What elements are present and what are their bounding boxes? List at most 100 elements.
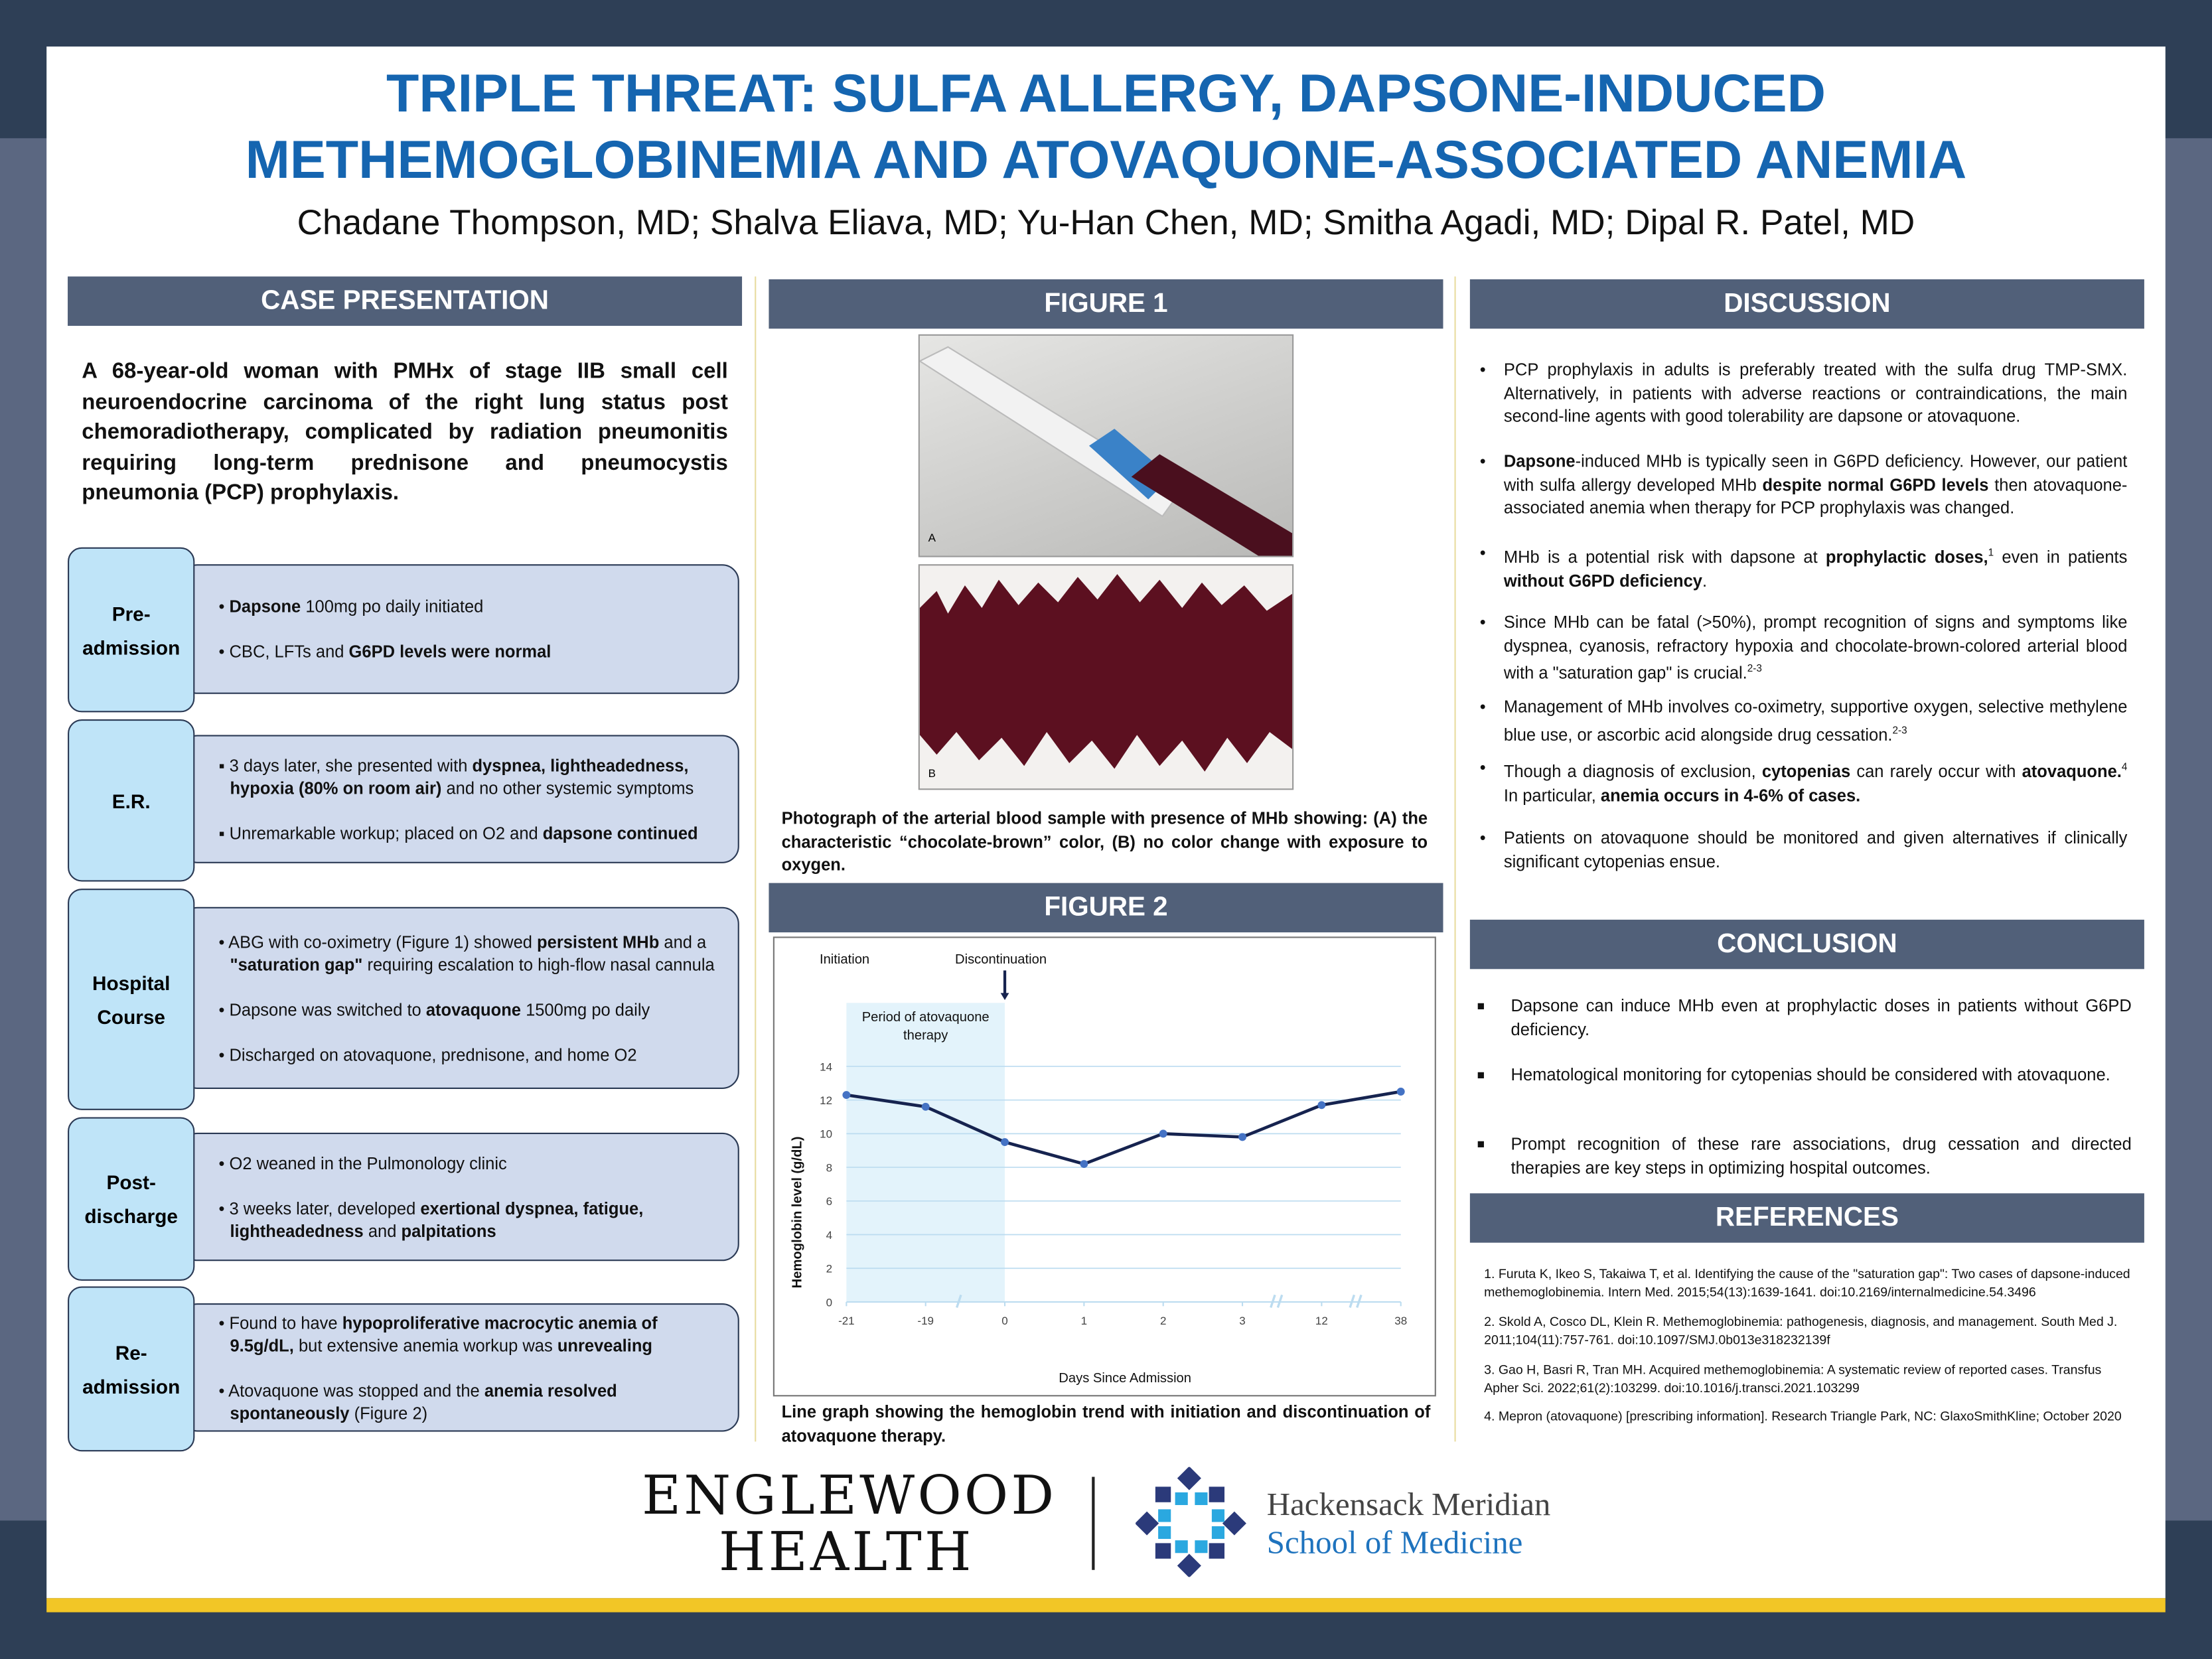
- englewood-line2: HEALTH: [719, 1520, 974, 1583]
- bullet-icon: •: [1479, 360, 1486, 380]
- text-segment: Discharged on atovaquone, prednisone, an…: [229, 1045, 637, 1064]
- case-presentation-header: CASE PRESENTATION: [68, 276, 743, 326]
- bullet-icon: ■: [1477, 1137, 1485, 1151]
- syringe-illustration: A: [919, 346, 1293, 556]
- case-intro: A 68-year-old woman with PMHx of stage I…: [82, 360, 728, 505]
- text-segment: Since MHb can be fatal (>50%), prompt re…: [1503, 612, 2128, 683]
- x-tick-label: -19: [917, 1315, 934, 1327]
- bullet: ▪: [218, 823, 225, 843]
- text-segment: even in patients: [1994, 547, 2128, 567]
- data-point: [1396, 1088, 1405, 1096]
- text-segment: and: [363, 1220, 402, 1241]
- timeline-item: • Dapsone 100mg po daily initiated: [218, 595, 721, 618]
- conclusion-text: Hematological monitoring for cytopenias …: [1511, 1064, 2110, 1085]
- text-segment: despite normal G6PD levels: [1762, 474, 1989, 495]
- text-segment: atovaquone.: [2022, 761, 2122, 782]
- discussion-bullet: • Patients on atovaquone should be monito…: [1480, 827, 2128, 873]
- reference-item: 4. Mepron (atovaquone) [prescribing info…: [1484, 1409, 2122, 1423]
- bullet: ▪: [218, 755, 225, 776]
- column-divider: [1454, 276, 1456, 1442]
- citation-superscript: 1: [1988, 545, 1994, 559]
- text-segment: dyspnea, lightheadedness, hypoxia (80% o…: [230, 755, 689, 798]
- text-segment: ABG with co-oximetry (Figure 1) showed: [228, 931, 538, 952]
- text-segment: CBC, LFTs and: [229, 642, 349, 662]
- timeline-label: E.R.: [68, 719, 195, 882]
- data-point: [1080, 1160, 1088, 1168]
- bullet: •: [218, 931, 225, 952]
- text-segment: Though a diagnosis of exclusion,: [1503, 761, 1762, 782]
- text-segment: persistent MHb: [537, 931, 660, 952]
- axis-break-mark: [1276, 1294, 1284, 1308]
- conclusion-text: Dapsone can induce MHb even at prophylac…: [1511, 995, 2132, 1039]
- x-tick-label: 12: [1315, 1315, 1328, 1327]
- text-segment: G6PD levels were normal: [348, 642, 552, 662]
- text-segment: Dapsone: [1503, 451, 1576, 471]
- bullet-icon: •: [1479, 828, 1486, 848]
- bullet: •: [218, 1153, 225, 1173]
- timeline-box: ▪ 3 days later, she presented with dyspn…: [181, 735, 739, 863]
- timeline-item: • Discharged on atovaquone, prednisone, …: [218, 1043, 721, 1066]
- title-line-2: METHEMOGLOBINEMIA AND ATOVAQUONE-ASSOCIA…: [245, 131, 1967, 190]
- hmh-name: Hackensack Meridian: [1266, 1486, 1551, 1522]
- column-divider: [755, 276, 757, 1442]
- text-segment: -induced MHb is typically seen in G6PD d…: [1503, 451, 2128, 495]
- text-segment: Dapsone: [229, 597, 301, 616]
- title-line-1: TRIPLE THREAT: SULFA ALLERGY, DAPSONE-IN…: [386, 64, 1826, 125]
- text-segment: prophylactic doses,: [1825, 547, 1988, 567]
- text-segment: "saturation gap": [230, 954, 363, 974]
- text-segment: (Figure 2): [349, 1402, 428, 1423]
- arrow-head-icon: [1000, 993, 1009, 1001]
- text-segment: and no other systemic symptoms: [441, 778, 694, 798]
- text-segment: hypoproliferative macrocytic anemia of 9…: [230, 1312, 658, 1355]
- y-tick-label: 4: [826, 1229, 832, 1242]
- authors: Chadane Thompson, MD; Shalva Eliava, MD;…: [297, 203, 1915, 243]
- x-tick-label: 3: [1239, 1315, 1245, 1327]
- bullet: •: [218, 1198, 225, 1218]
- text-segment: requiring escalation to high-flow nasal …: [362, 954, 715, 974]
- citation-superscript: 2-3: [1747, 661, 1762, 675]
- reference-item: 3. Gao H, Basri R, Tran MH. Acquired met…: [1484, 1362, 2102, 1395]
- y-axis-label: Hemoglobin level (g/dL): [790, 1137, 804, 1289]
- figure2-header: FIGURE 2: [769, 883, 1443, 933]
- axis-break-mark: [956, 1294, 962, 1308]
- timeline-item: • Dapsone was switched to atovaquone 150…: [218, 998, 721, 1021]
- timeline-item: ▪ 3 days later, she presented with dyspn…: [218, 754, 721, 799]
- discussion-bullet: • Dapsone-induced MHb is typically seen i…: [1480, 450, 2128, 520]
- axis-break-mark: [1356, 1294, 1363, 1308]
- text-segment: anemia resolved spontaneously: [230, 1380, 617, 1423]
- poster-title: TRIPLE THREAT: SULFA ALLERGY, DAPSONE-IN…: [46, 62, 2166, 195]
- discontinuation-label: Discontinuation: [955, 952, 1047, 967]
- discussion-bullet: • MHb is a potential risk with dapsone at…: [1480, 541, 2128, 593]
- y-tick-label: 2: [826, 1263, 832, 1275]
- y-tick-label: 14: [820, 1060, 832, 1073]
- x-tick-label: 0: [1001, 1315, 1007, 1327]
- bullet-icon: •: [1479, 697, 1486, 717]
- timeline-item: • 3 weeks later, developed exertional dy…: [218, 1197, 721, 1242]
- timeline-box: • Found to have hypoproliferative macroc…: [181, 1303, 739, 1432]
- timeline-item: ▪ Unremarkable workup; placed on O2 and …: [218, 822, 721, 844]
- panel-b-label: B: [928, 767, 936, 780]
- text-segment: can rarely occur with: [1850, 761, 2022, 782]
- citation-superscript: 2-3: [1892, 723, 1907, 736]
- reference-item: 1. Furuta K, Ikeo S, Takaiwa T, et al. I…: [1484, 1266, 2130, 1299]
- timeline-item: • ABG with co-oximetry (Figure 1) showed…: [218, 930, 721, 975]
- bullet-icon: •: [1479, 543, 1486, 563]
- data-point: [1159, 1129, 1167, 1138]
- data-point: [1238, 1133, 1246, 1141]
- bullet-icon: ■: [1477, 998, 1485, 1013]
- text-segment: MHb is a potential risk with dapsone at: [1503, 547, 1826, 567]
- discussion-bullet: • Since MHb can be fatal (>50%), prompt r…: [1480, 611, 2128, 685]
- axis-break-mark: [1349, 1294, 1356, 1308]
- text-segment: palpitations: [401, 1220, 496, 1241]
- x-tick-label: 38: [1394, 1315, 1407, 1327]
- text-segment: cytopenias: [1761, 761, 1851, 782]
- hemoglobin-line: [846, 1090, 1402, 1166]
- text-segment: PCP prophylaxis in adults is preferably …: [1503, 360, 2128, 426]
- text-segment: Atovaquone was stopped and the: [228, 1380, 484, 1400]
- bullet: •: [218, 1380, 225, 1400]
- data-point: [1001, 1138, 1009, 1147]
- discussion-bullet: • Though a diagnosis of exclusion, cytope…: [1480, 756, 2128, 807]
- bullet: •: [218, 999, 225, 1019]
